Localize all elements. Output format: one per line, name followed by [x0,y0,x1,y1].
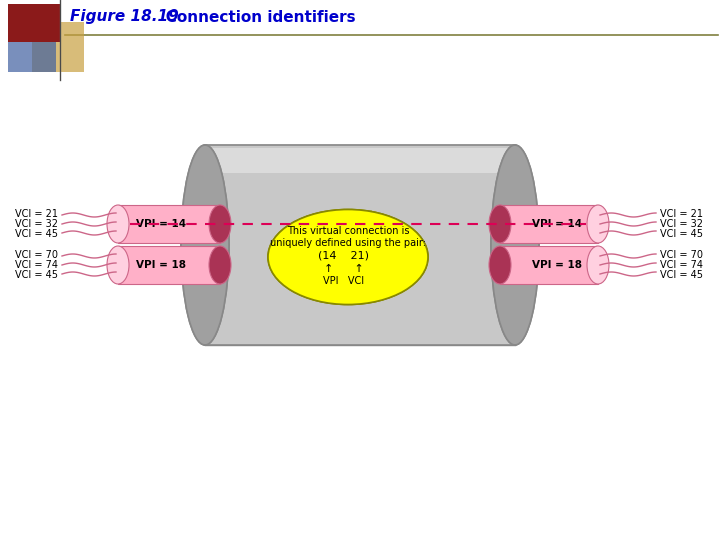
Text: VCI = 74: VCI = 74 [15,260,58,270]
Bar [8,34,56,72]
Ellipse shape [268,210,428,305]
Bar [118,246,220,284]
Text: Connection identifiers: Connection identifiers [150,10,356,24]
Ellipse shape [489,246,511,284]
Text: This virtual connection is: This virtual connection is [287,226,409,236]
Ellipse shape [491,145,539,345]
Bar [205,145,515,345]
Text: VPI   VCI: VPI VCI [323,276,364,286]
Text: VPI = 14: VPI = 14 [136,219,186,229]
Text: VCI = 45: VCI = 45 [660,229,703,239]
Text: (14    21): (14 21) [318,251,369,261]
Ellipse shape [181,145,229,345]
Polygon shape [352,212,372,225]
Ellipse shape [268,210,428,305]
Text: VCI = 70: VCI = 70 [15,250,58,260]
Text: VCI = 21: VCI = 21 [660,209,703,219]
Text: VCI = 21: VCI = 21 [15,209,58,219]
Text: VPI = 18: VPI = 18 [136,260,186,270]
Bar [8,4,60,42]
Bar [118,205,220,243]
Text: VCI = 74: VCI = 74 [660,260,703,270]
Bar [205,148,515,173]
Text: VPI = 18: VPI = 18 [532,260,582,270]
Text: VCI = 32: VCI = 32 [15,219,58,229]
Text: VCI = 45: VCI = 45 [15,229,58,239]
Text: Figure 18.19: Figure 18.19 [70,10,179,24]
Bar [205,148,515,173]
Text: VPI = 14: VPI = 14 [532,219,582,229]
Ellipse shape [107,246,129,284]
Ellipse shape [587,205,609,243]
Bar [500,205,598,243]
Text: uniquely defined using the pair:: uniquely defined using the pair: [270,238,426,248]
Bar [32,22,84,72]
Ellipse shape [107,205,129,243]
Text: ↑      ↑: ↑ ↑ [324,264,364,274]
Ellipse shape [489,205,511,243]
Text: VCI = 45: VCI = 45 [15,270,58,280]
Text: VCI = 32: VCI = 32 [660,219,703,229]
Bar [205,145,515,345]
Ellipse shape [491,145,539,345]
Ellipse shape [209,246,231,284]
Ellipse shape [209,205,231,243]
Ellipse shape [587,246,609,284]
Text: VCI = 45: VCI = 45 [660,270,703,280]
Bar [500,246,598,284]
Ellipse shape [181,145,229,345]
Text: VCI = 70: VCI = 70 [660,250,703,260]
